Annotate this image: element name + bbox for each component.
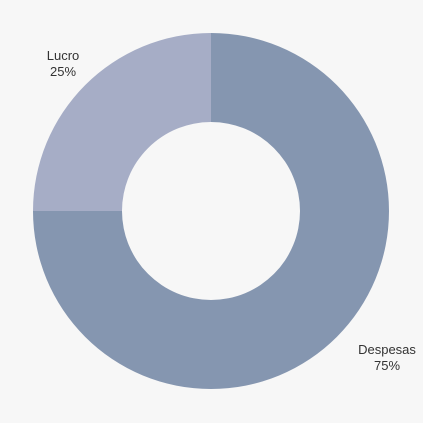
- slice-name-lucro: Lucro: [46, 48, 80, 63]
- slice-label-despesas: Despesas 75%: [358, 342, 416, 374]
- slice-name-despesas: Despesas: [358, 342, 416, 357]
- donut-slice-despesas: [33, 33, 389, 389]
- slice-percent-despesas: 75%: [373, 358, 401, 373]
- slice-label-lucro: Lucro 25%: [47, 48, 80, 80]
- donut-slice-lucro: [33, 33, 211, 211]
- slice-percent-lucro: 25%: [49, 64, 77, 79]
